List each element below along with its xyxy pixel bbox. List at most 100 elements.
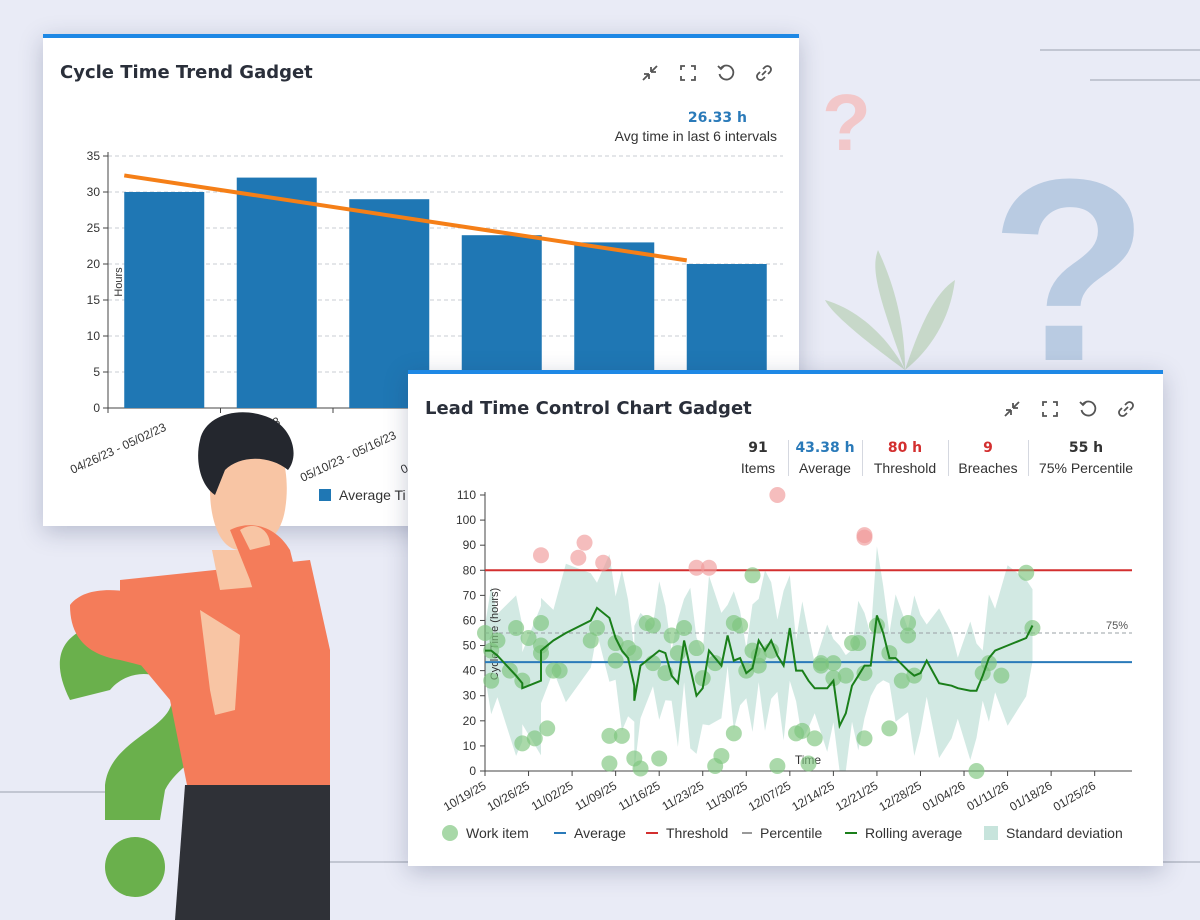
work-item-point <box>588 619 605 636</box>
legend-square-icon <box>984 826 998 840</box>
y-tick-label: 100 <box>456 513 476 527</box>
legend-line-icon <box>742 832 752 834</box>
work-item-point <box>644 655 661 672</box>
work-item-point <box>688 640 705 657</box>
kpi-threshold: 80 h Threshold <box>868 440 942 476</box>
x-tick-label: 11/16/25 <box>616 778 663 813</box>
x-tick-label: 01/11/26 <box>964 778 1011 813</box>
breach-point <box>688 559 705 576</box>
work-item-point <box>725 725 742 742</box>
x-tick-label: 11/23/25 <box>660 778 707 813</box>
work-item-point <box>881 645 898 662</box>
work-item-point <box>968 763 985 779</box>
fullscreen-icon[interactable] <box>1039 398 1061 420</box>
y-tick-label: 90 <box>463 538 477 552</box>
x-tick-label: 11/09/25 <box>572 778 619 813</box>
work-item-point <box>520 630 537 647</box>
kpi-label: 75% Percentile <box>1038 460 1134 476</box>
work-item-point <box>993 667 1010 684</box>
work-item-point <box>806 730 823 747</box>
rolling-average-line <box>485 606 1034 730</box>
legend-label: Average Ti <box>339 487 406 503</box>
kpi-value: 55 h <box>1068 440 1104 456</box>
work-item-point <box>613 727 630 744</box>
person-figure <box>70 412 330 920</box>
svg-text:?: ? <box>822 78 871 167</box>
work-item-point <box>601 727 618 744</box>
work-item-point <box>483 672 500 689</box>
work-item-point <box>856 730 873 747</box>
trend-line <box>123 173 688 263</box>
collapse-icon[interactable] <box>1001 398 1023 420</box>
kpi-label: Threshold <box>873 460 937 476</box>
work-item-point <box>900 614 917 631</box>
legend-label: Standard deviation <box>1006 825 1123 841</box>
legend-label: Percentile <box>760 825 823 841</box>
legend-line-icon <box>845 832 857 834</box>
work-item-point <box>676 619 693 636</box>
y-tick-label: 30 <box>87 185 101 199</box>
percentile-label: 75% <box>1106 620 1128 632</box>
kpi-divider <box>948 440 949 476</box>
work-item-point <box>644 617 661 634</box>
work-item-point <box>626 645 643 662</box>
summary-value: 26.33 h <box>687 110 747 126</box>
work-item-point <box>526 730 543 747</box>
kpi-value: 43.38 h <box>795 440 855 456</box>
kpi-breaches: 9 Breaches <box>954 440 1022 476</box>
breach-point <box>570 549 587 566</box>
kpi-items: 91 Items <box>734 440 782 476</box>
y-axis-label: Hours <box>113 267 125 297</box>
pink-question-mark-icon: ? <box>822 78 871 167</box>
x-tick-label: 12/28/25 <box>877 778 925 814</box>
fullscreen-icon[interactable] <box>677 62 699 84</box>
x-tick-label: 12/21/25 <box>833 778 881 814</box>
y-tick-label: 40 <box>463 664 477 678</box>
legend-label: Work item <box>466 825 529 841</box>
work-item-point <box>632 760 649 777</box>
x-tick-label: 01/25/26 <box>1051 778 1099 814</box>
work-item-point <box>825 670 842 687</box>
x-tick-label: 01/18/26 <box>1007 778 1055 814</box>
svg-text:?: ? <box>990 126 1149 416</box>
y-tick-label: 110 <box>457 488 476 502</box>
link-icon[interactable] <box>753 62 775 84</box>
legend-dot-icon <box>442 825 458 841</box>
link-icon[interactable] <box>1115 398 1137 420</box>
collapse-icon[interactable] <box>639 62 661 84</box>
breach-point <box>700 559 717 576</box>
work-item-point <box>551 662 568 679</box>
x-tick-label: 11/30/25 <box>703 778 750 813</box>
work-item-point <box>893 672 910 689</box>
legend-swatch <box>319 489 331 501</box>
work-item-point <box>694 670 711 687</box>
breach-point <box>532 547 549 564</box>
breach-point <box>856 529 873 546</box>
y-tick-label: 15 <box>87 293 101 307</box>
legend-average: Average <box>554 825 626 841</box>
kpi-label: Average <box>799 460 851 476</box>
kpi-percentile: 55 h 75% Percentile <box>1034 440 1138 476</box>
refresh-icon[interactable] <box>715 62 737 84</box>
work-item-point <box>825 655 842 672</box>
legend-line-icon <box>646 832 658 834</box>
refresh-icon[interactable] <box>1077 398 1099 420</box>
work-item-point <box>539 720 556 737</box>
work-item-point <box>607 652 624 669</box>
x-tick-label: 01/04/26 <box>920 778 968 814</box>
kpi-divider <box>862 440 863 476</box>
bar <box>124 192 205 408</box>
work-item-point <box>477 625 493 641</box>
y-tick-label: 50 <box>463 639 477 653</box>
legend-line-icon <box>554 832 566 834</box>
y-tick-label: 0 <box>469 764 476 778</box>
legend-work-item: Work item <box>442 825 529 841</box>
work-item-point <box>837 667 854 684</box>
kpi-label: Breaches <box>958 460 1018 476</box>
work-item-point <box>812 657 829 674</box>
y-tick-label: 10 <box>463 739 477 753</box>
work-item-point <box>532 614 549 631</box>
leaf-decoration-icon <box>825 250 955 370</box>
breach-point <box>595 554 612 571</box>
kpi-label: Items <box>740 460 776 476</box>
